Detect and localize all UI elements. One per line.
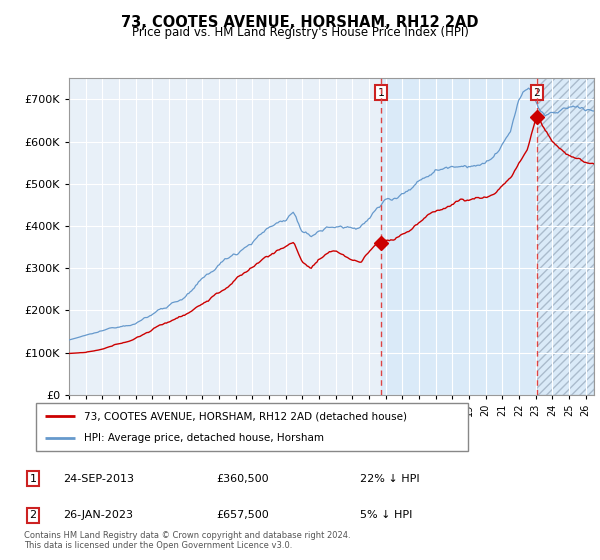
Text: 1: 1 — [378, 87, 385, 97]
Text: 22% ↓ HPI: 22% ↓ HPI — [360, 474, 419, 484]
Text: 2: 2 — [533, 87, 540, 97]
Text: Contains HM Land Registry data © Crown copyright and database right 2024.
This d: Contains HM Land Registry data © Crown c… — [24, 530, 350, 550]
Text: 1: 1 — [29, 474, 37, 484]
FancyBboxPatch shape — [36, 403, 468, 451]
Text: 24-SEP-2013: 24-SEP-2013 — [63, 474, 134, 484]
Text: £360,500: £360,500 — [216, 474, 269, 484]
Bar — [537, 78, 594, 395]
Text: 73, COOTES AVENUE, HORSHAM, RH12 2AD (detached house): 73, COOTES AVENUE, HORSHAM, RH12 2AD (de… — [83, 411, 407, 421]
Text: 73, COOTES AVENUE, HORSHAM, RH12 2AD: 73, COOTES AVENUE, HORSHAM, RH12 2AD — [121, 15, 479, 30]
Text: Price paid vs. HM Land Registry's House Price Index (HPI): Price paid vs. HM Land Registry's House … — [131, 26, 469, 39]
Text: 2: 2 — [29, 510, 37, 520]
Bar — [537, 78, 594, 395]
Text: £657,500: £657,500 — [216, 510, 269, 520]
Text: 26-JAN-2023: 26-JAN-2023 — [63, 510, 133, 520]
Text: HPI: Average price, detached house, Horsham: HPI: Average price, detached house, Hors… — [83, 433, 323, 443]
Bar — [381, 78, 594, 395]
Text: 5% ↓ HPI: 5% ↓ HPI — [360, 510, 412, 520]
